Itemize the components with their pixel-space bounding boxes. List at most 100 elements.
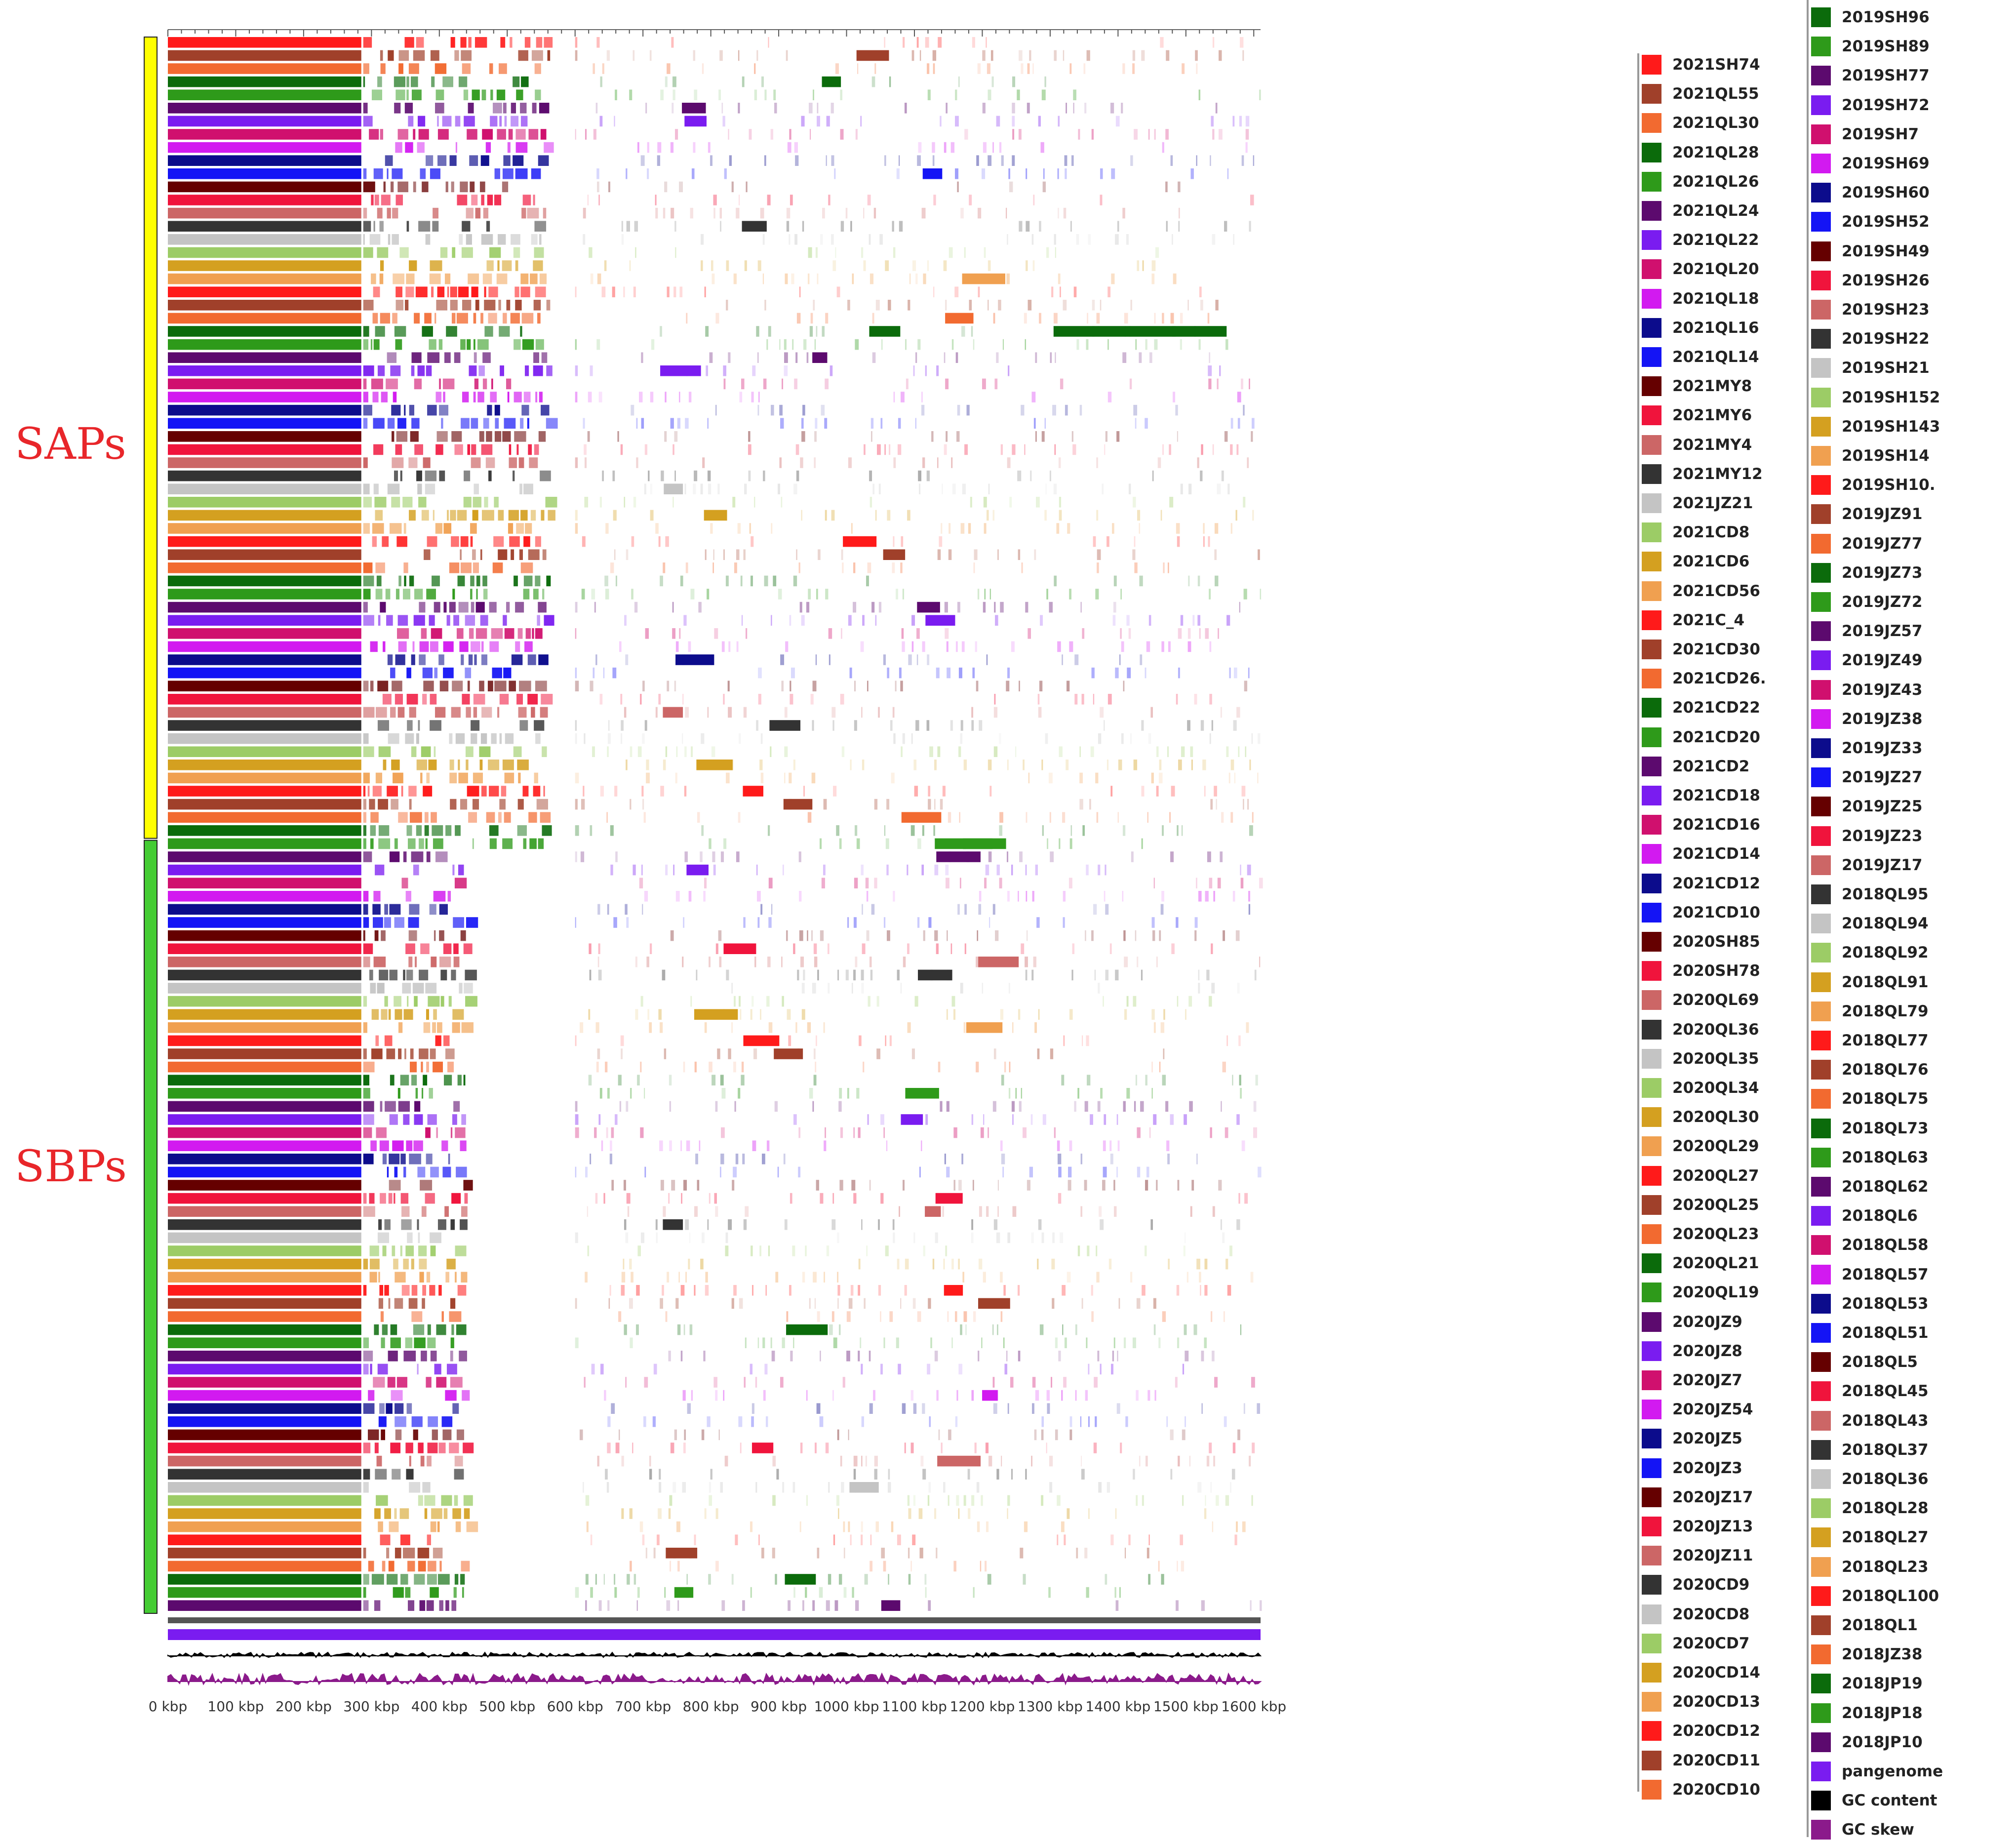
gene-block [684,851,688,862]
gene-block [780,654,785,665]
genome-track [168,1521,1246,1532]
gene-block [404,575,406,587]
gene-block [377,365,385,376]
accessory-block [856,50,889,61]
gene-block [1080,601,1082,613]
gene-block [675,891,680,902]
gene-block [825,1443,829,1453]
gene-block [950,142,955,153]
gene-block [928,799,931,810]
gene-block [486,260,494,271]
gene-block [928,1600,931,1611]
gene-block [828,628,832,639]
gene-block [1117,1351,1118,1362]
genome-track [168,365,1221,376]
gene-block [999,812,1003,823]
gene-block [488,286,498,297]
gene-block [421,628,427,639]
gene-block [868,996,870,1007]
gene-block [363,221,371,232]
gene-block [624,707,627,718]
gene-block [363,116,373,127]
gene-block [869,1180,871,1191]
gene-block [531,707,535,718]
gene-block [1127,667,1131,679]
gene-block [1240,378,1243,390]
gene-block [1209,641,1212,652]
gene-block [874,878,877,888]
genome-track [168,1048,1165,1059]
gene-block [1057,1495,1061,1506]
gene-block [865,878,869,888]
gene-block [1028,628,1031,639]
gene-block [525,523,532,534]
gene-block [443,392,445,402]
gene-block [996,1232,1000,1243]
gene-block [439,957,451,967]
gene-block [744,483,747,494]
gene-block [719,207,722,219]
gene-block [907,1022,911,1033]
gene-block [826,1245,830,1256]
gene-block [498,300,501,311]
core-region [168,1009,361,1020]
gene-block [828,983,830,994]
gene-block [538,838,544,849]
gene-block [1237,983,1240,994]
gene-block [900,681,903,691]
gene-block [924,1574,927,1585]
gene-block [1128,1534,1131,1545]
gene-block [1107,760,1109,770]
gene-block [427,1114,437,1125]
gene-block [624,1219,627,1230]
accessory-block [937,1455,981,1467]
gene-block [891,1521,894,1532]
gene-block [833,1337,837,1348]
gene-block [533,195,535,205]
gene-block [1039,1324,1044,1335]
legend-swatch [1642,1048,1661,1069]
gene-block [649,1022,652,1033]
gene-block [919,50,921,61]
gene-block [850,760,852,770]
gene-block [1238,1193,1240,1204]
gene-block [757,1337,759,1348]
gene-block [521,313,534,324]
gene-block [941,523,943,534]
gene-block [1031,392,1036,402]
gene-block [714,1193,717,1204]
gene-block [644,891,648,902]
gene-block [1233,667,1237,679]
gene-block [1134,1101,1136,1112]
gene-block [1034,549,1036,560]
gene-block [1206,1455,1210,1467]
gene-block [390,1324,397,1335]
gene-block [721,103,723,114]
gene-block [636,1285,640,1296]
core-region [168,615,361,626]
gene-block [453,1101,460,1112]
gene-block [1027,63,1030,74]
legend-item: 2020QL27 [1642,1162,1759,1190]
gene-block [538,654,549,665]
gene-block [913,1495,916,1506]
gene-block [397,418,406,429]
gene-block [1160,1022,1165,1033]
gene-block [876,996,879,1007]
gene-block [1163,1009,1165,1020]
gene-block [808,589,811,600]
gene-block [1118,1298,1120,1309]
gene-block [1075,1324,1077,1335]
legend-label: 2019JZ38 [1842,710,1923,728]
genome-track [168,799,1249,810]
gene-block [698,601,702,613]
gene-block [372,904,381,915]
legend-item: 2021CD56 [1642,577,1760,605]
gene-block [776,1469,779,1480]
legend-label: 2019JZ91 [1842,505,1923,523]
gene-block [1067,1508,1070,1519]
gene-block [1238,1035,1241,1046]
gene-block [382,1245,387,1256]
gene-block [801,510,802,521]
gene-block [912,1534,916,1545]
